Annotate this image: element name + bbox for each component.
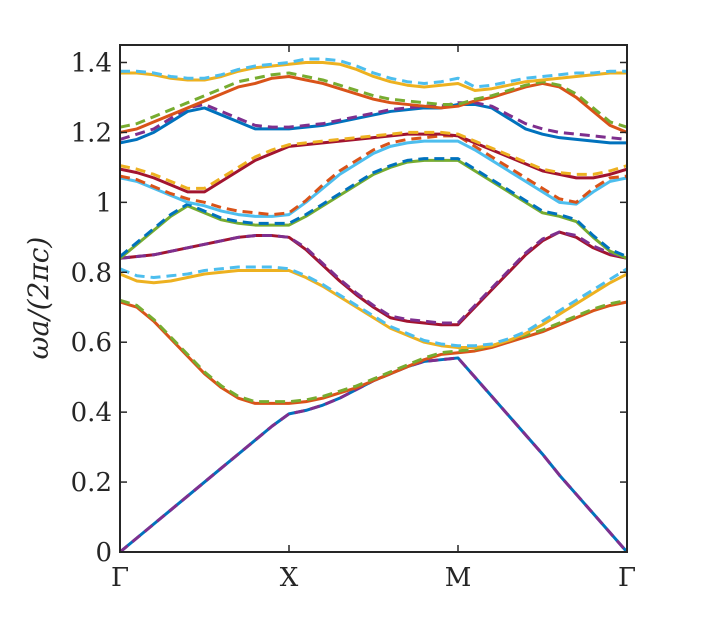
series-layer [119,57,629,554]
x-tick-label: X [280,563,299,593]
series-line-15-solid [119,102,627,145]
y-tick-label: 0.2 [71,468,112,498]
series-line-8-dashed [119,230,628,325]
series-line-6-dashed [119,265,628,348]
x-tick-label: Γ [618,563,636,593]
x-tick-label: Γ [111,563,129,593]
series-line-12-dashed [119,134,628,217]
series-line-18-dashed [119,71,628,129]
y-axis-label: ωa/(2πc) [22,237,55,360]
x-tick-label: M [445,563,472,593]
y-tick-label: 0.4 [71,398,112,428]
series-line-20-dashed [120,57,627,89]
series-line-19-solid [120,60,627,92]
series-line-5-solid [119,269,628,349]
series-line-10-dashed [119,157,628,258]
series-line-13-solid [119,132,628,194]
plot-frame [119,44,628,553]
y-tick-label: 0.8 [71,258,112,288]
series-line-11-solid [119,139,628,218]
series-line-4-dashed [119,298,628,404]
y-tick-label: 1.4 [71,48,112,78]
y-tick-label: 1 [95,188,112,218]
series-line-9-solid [119,158,628,260]
y-axis-ticks: 0 0.2 0.4 0.6 0.8 1 1.2 1.4 [71,48,627,568]
y-tick-label: 0.6 [71,328,112,358]
series-line-14-dashed [119,130,628,190]
y-tick-label: 0 [95,538,112,568]
y-tick-label: 1.2 [71,118,112,148]
series-line-17-solid [119,74,628,134]
